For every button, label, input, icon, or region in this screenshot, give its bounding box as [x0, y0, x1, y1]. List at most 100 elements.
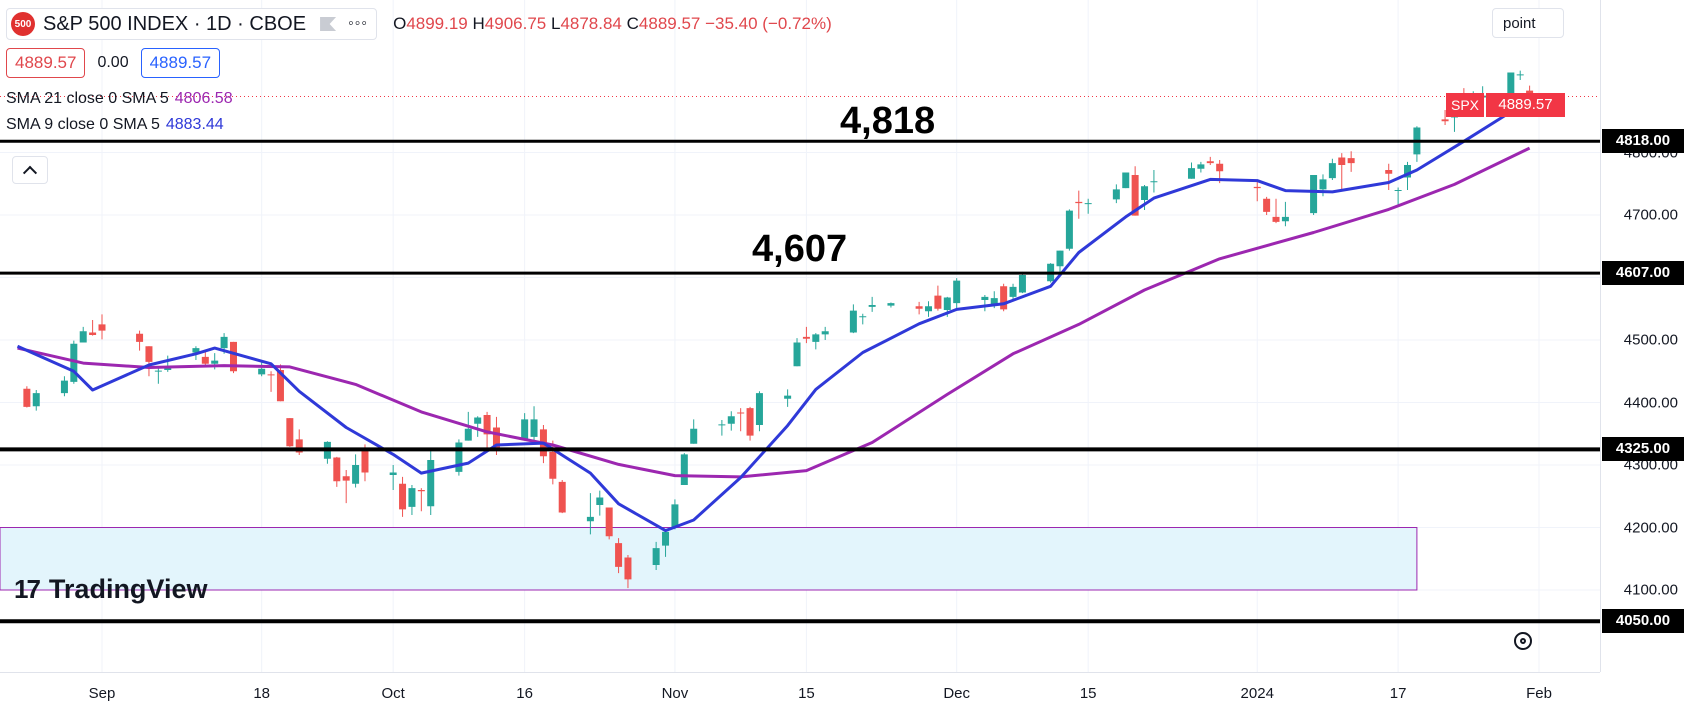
candle-up[interactable] [1150, 170, 1158, 193]
support-zone-rect[interactable] [0, 527, 1418, 591]
candle-down[interactable] [229, 341, 237, 374]
candle-up[interactable] [1328, 158, 1336, 180]
settings-icon[interactable] [1514, 632, 1532, 650]
candle-up[interactable] [323, 441, 331, 464]
candle-down[interactable] [342, 470, 350, 504]
candle-down[interactable] [333, 456, 341, 487]
candle-down[interactable] [1075, 190, 1083, 219]
candle-down[interactable] [201, 351, 209, 365]
candle-down[interactable] [267, 371, 275, 392]
candle-up[interactable] [1413, 126, 1421, 162]
candle-down[interactable] [136, 330, 144, 351]
price-axis[interactable]: 4100.004200.004300.004400.004500.004600.… [1600, 0, 1687, 672]
candle-up[interactable] [389, 465, 397, 490]
candle-up[interactable] [887, 302, 895, 308]
candle-up[interactable] [652, 541, 660, 570]
candle-down[interactable] [737, 408, 745, 432]
candle-down[interactable] [286, 418, 294, 447]
buy-price-button[interactable]: 4889.57 [140, 48, 221, 78]
candle-up[interactable] [154, 366, 162, 384]
sma9-legend[interactable]: SMA 9 close 0 SMA 5 4883.44 [6, 112, 832, 138]
candle-up[interactable] [784, 389, 792, 407]
candle-up[interactable] [164, 355, 172, 372]
candle-down[interactable] [746, 406, 754, 441]
candle-up[interactable] [868, 296, 876, 312]
candle-down[interactable] [605, 507, 613, 540]
candle-up[interactable] [671, 499, 679, 530]
candle-up[interactable] [530, 406, 538, 442]
time-axis[interactable]: Sep 18 Oct 16 Nov 15 Dec 15 2024 17 Feb [0, 672, 1600, 716]
candle-up[interactable] [32, 390, 40, 411]
candle-up[interactable] [680, 453, 688, 485]
candle-down[interactable] [802, 326, 810, 344]
candle-down[interactable] [624, 555, 632, 589]
candle-up[interactable] [1404, 161, 1412, 190]
candle-up[interactable] [586, 493, 594, 535]
candle-up[interactable] [1516, 70, 1524, 80]
candle-up[interactable] [1197, 161, 1205, 173]
candle-up[interactable] [1281, 201, 1289, 227]
candle-down[interactable] [615, 538, 623, 574]
candle-up[interactable] [953, 278, 961, 311]
candle-down[interactable] [399, 476, 407, 517]
candle-down[interactable] [276, 364, 284, 402]
more-dots-icon[interactable]: ◦◦◦ [348, 15, 369, 32]
candle-up[interactable] [1310, 175, 1318, 215]
chart-area[interactable]: 500 S&P 500 INDEX · 1D · CBOE ◦◦◦ O4899.… [0, 0, 1600, 672]
candle-up[interactable] [60, 376, 68, 397]
candle-up[interactable] [793, 338, 801, 367]
sma21-legend[interactable]: SMA 21 close 0 SMA 5 4806.58 [6, 86, 832, 112]
candle-up[interactable] [727, 411, 735, 431]
candle-down[interactable] [1131, 166, 1139, 216]
candle-down[interactable] [1272, 198, 1280, 224]
candle-up[interactable] [662, 530, 670, 557]
candle-up[interactable] [352, 454, 360, 488]
candle-up[interactable] [1009, 283, 1017, 300]
candle-up[interactable] [1112, 184, 1120, 204]
candle-down[interactable] [1000, 283, 1008, 312]
candle-up[interactable] [1056, 250, 1064, 273]
candle-down[interactable] [915, 301, 923, 315]
candle-down[interactable] [145, 346, 153, 377]
scale-mode-button[interactable]: point [1492, 8, 1564, 38]
candle-up[interactable] [981, 295, 989, 312]
candle-up[interactable] [925, 301, 933, 317]
candle-up[interactable] [1122, 172, 1130, 189]
candle-up[interactable] [79, 326, 87, 343]
sma9-line[interactable] [16, 99, 1531, 533]
candle-up[interactable] [455, 439, 463, 476]
candle-up[interactable] [1394, 187, 1402, 207]
candle-up[interactable] [849, 304, 857, 334]
sell-price-button[interactable]: 4889.57 [6, 48, 86, 78]
candle-up[interactable] [755, 391, 763, 432]
flag-icon[interactable] [320, 17, 337, 31]
candle-down[interactable] [417, 488, 425, 512]
candle-up[interactable] [1084, 198, 1092, 214]
candle-down[interactable] [1441, 110, 1449, 125]
candle-down[interactable] [934, 285, 942, 311]
candle-up[interactable] [258, 360, 266, 377]
candle-down[interactable] [1206, 156, 1214, 165]
candle-up[interactable] [821, 326, 829, 340]
candle-up[interactable] [1187, 162, 1195, 179]
symbol-selector[interactable]: 500 S&P 500 INDEX · 1D · CBOE ◦◦◦ [6, 8, 378, 40]
candle-up[interactable] [427, 450, 435, 515]
candle-down[interactable] [89, 320, 97, 336]
price-chart[interactable] [0, 0, 1600, 672]
candle-down[interactable] [23, 386, 31, 408]
candle-down[interactable] [1263, 196, 1271, 215]
candle-up[interactable] [1018, 271, 1026, 294]
candle-up[interactable] [1065, 209, 1073, 251]
candle-down[interactable] [558, 480, 566, 514]
collapse-legend-button[interactable] [12, 156, 48, 184]
candle-down[interactable] [1347, 151, 1355, 172]
candle-down[interactable] [1253, 181, 1261, 202]
sma21-line[interactable] [17, 146, 1531, 479]
candle-up[interactable] [718, 420, 726, 436]
candle-up[interactable] [596, 490, 604, 516]
candle-up[interactable] [690, 419, 698, 444]
candle-down[interactable] [1338, 153, 1346, 191]
candle-up[interactable] [859, 313, 867, 325]
candle-up[interactable] [408, 485, 416, 515]
candle-down[interactable] [98, 314, 106, 340]
